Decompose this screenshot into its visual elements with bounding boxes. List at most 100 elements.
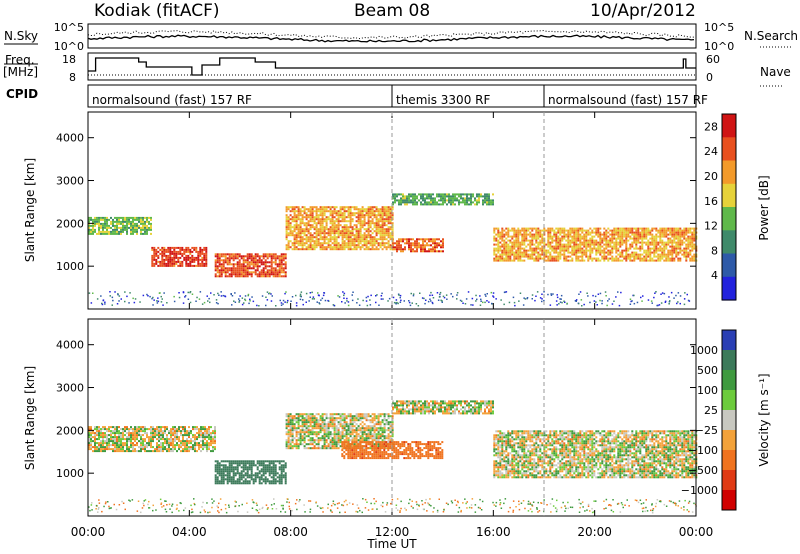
power-colorbar-frame [721, 113, 737, 301]
nsearch-label: N.Search [744, 29, 798, 43]
echo-band-1 [88, 216, 152, 235]
cpid-label: CPID [6, 87, 38, 101]
power-colorbar-tick-4: 4 [711, 269, 718, 282]
cpid-segment-2: themis 3300 RF [396, 93, 490, 107]
freq-right-tick-top: 60 [706, 53, 720, 66]
velocity-colorbar-band-1 [722, 330, 736, 351]
power-colorbar-tick-16: 16 [704, 195, 718, 208]
velocity-colorbar-band-9 [722, 490, 736, 511]
power-colorbar-tick-24: 24 [704, 145, 718, 158]
x-tick-labels: 00:00 04:00 08:00 12:00 16:00 20:00 00:00 [71, 525, 714, 539]
echo-band-2 [151, 246, 208, 267]
station-title: Kodiak (fitACF) [94, 1, 220, 21]
power-y-tick-label-2000: 2000 [56, 217, 84, 230]
cpid-segment-1: normalsound (fast) 157 RF [92, 93, 252, 107]
velocity-colorbar-tick-2: 500 [697, 364, 718, 377]
noise-search-trace [87, 29, 694, 40]
power-colorbar-label: Power [dB] [757, 175, 771, 240]
power-colorbar-band-3 [722, 160, 736, 185]
noise-right-tick-top: 10^5 [704, 21, 734, 34]
velocity-colorbar-band-6 [722, 430, 736, 451]
power-colorbar-band-5 [722, 207, 736, 231]
beam-title: Beam 08 [354, 1, 430, 21]
power-colorbar-tick-12: 12 [704, 220, 718, 233]
nave-label: Nave [760, 65, 791, 79]
power-colorbar-band-7 [722, 253, 736, 278]
power-colorbar-band-6 [722, 230, 736, 255]
noise-right-tick-bottom: 10^0 [704, 40, 734, 53]
velocity-colorbar-label: Velocity [m s⁻¹] [757, 373, 771, 466]
velocity-x-ticks [87, 319, 697, 516]
velocity-colorbar-tick-4: 25 [704, 404, 718, 417]
power-echo-bands [88, 193, 698, 307]
x-tick-label-5: 20:00 [577, 525, 612, 539]
velocity-y-ticks: 1000 2000 3000 4000 [56, 339, 696, 480]
freq-traces [88, 57, 696, 76]
echo-band-7 [493, 227, 698, 262]
velocity-colorbar-band-7 [722, 450, 736, 471]
freq-label-2: [MHz] [3, 65, 38, 79]
freq-left-tick-top: 18 [62, 53, 76, 66]
velocity-colorbar-tick-7: −500 [688, 464, 718, 477]
x-tick-label-1: 04:00 [172, 525, 207, 539]
noise-traces [87, 29, 695, 43]
power-colorbar-tick-28: 28 [704, 120, 718, 133]
power-y-ticks: 1000 2000 3000 4000 [56, 132, 696, 273]
velocity-colorbar: 1000 500 100 25 −25 −100 −500 −1000 [681, 329, 737, 511]
velocity-colorbar-tick-8: −1000 [681, 484, 718, 497]
velocity-colorbar-tick-1: 1000 [690, 344, 718, 357]
velocity-y-tick-label-2000: 2000 [56, 424, 84, 437]
noise-left-tick-bottom: 10^0 [54, 40, 84, 53]
power-y-tick-label-1000: 1000 [56, 260, 84, 273]
velocity-colorbar-band-2 [722, 350, 736, 371]
power-colorbar-band-1 [722, 114, 736, 138]
velocity-y-axis-label: Slant Range [km] [23, 366, 37, 470]
echo-band-4 [285, 206, 394, 251]
velocity-colorbar-tick-5: −25 [695, 424, 718, 437]
power-x-ticks [87, 112, 697, 309]
nsky-label: N.Sky [4, 29, 38, 43]
velocity-y-tick-label-1000: 1000 [56, 467, 84, 480]
noise-sky-trace [87, 34, 695, 43]
x-tick-label-4: 16:00 [476, 525, 511, 539]
cpid-segment-3: normalsound (fast) 157 RF [548, 93, 708, 107]
x-tick-label-3: 12:00 [375, 525, 410, 539]
echo-band-1 [88, 426, 216, 453]
velocity-colorbar-tick-3: 100 [697, 384, 718, 397]
velocity-echo-bands [88, 400, 698, 514]
echo-band-6 [392, 238, 444, 253]
x-tick-label-0: 00:00 [71, 525, 106, 539]
velocity-y-tick-label-4000: 4000 [56, 339, 84, 352]
power-colorbar-tick-20: 20 [704, 170, 718, 183]
velocity-colorbar-band-3 [722, 370, 736, 391]
power-y-axis-label: Slant Range [km] [23, 158, 37, 262]
echo-band-5 [392, 400, 494, 415]
velocity-colorbar-tick-6: −100 [688, 444, 718, 457]
freq-trace [88, 57, 696, 76]
noise-left-tick-top: 10^5 [54, 21, 84, 34]
velocity-colorbar-band-8 [722, 470, 736, 491]
velocity-y-tick-label-3000: 3000 [56, 382, 84, 395]
echo-band-3 [285, 413, 394, 450]
echo-band-2 [214, 460, 287, 485]
echo-band-5 [392, 193, 494, 206]
power-colorbar-tick-8: 8 [711, 244, 718, 257]
x-axis-label: Time UT [366, 537, 417, 551]
power-panel: 1000 2000 3000 4000 Slant Range [km] [23, 111, 698, 310]
near-range-noise [88, 291, 691, 307]
power-colorbar-band-2 [722, 137, 736, 162]
echo-band-6 [493, 430, 698, 479]
velocity-colorbar-frame [721, 329, 737, 511]
power-colorbar-band-8 [722, 276, 736, 301]
date-title: 10/Apr/2012 [590, 1, 696, 21]
power-y-tick-label-3000: 3000 [56, 175, 84, 188]
freq-left-tick-bottom: 8 [69, 71, 76, 84]
velocity-colorbar-band-5 [722, 410, 736, 431]
power-colorbar-band-4 [722, 183, 736, 208]
noise-panel: 10^5 10^0 10^5 10^0 [54, 21, 734, 53]
power-colorbar: 4 8 12 16 20 24 28 [704, 113, 737, 301]
velocity-colorbar-band-4 [722, 390, 736, 411]
x-tick-label-2: 08:00 [273, 525, 308, 539]
freq-panel: 18 8 60 0 [62, 52, 720, 84]
